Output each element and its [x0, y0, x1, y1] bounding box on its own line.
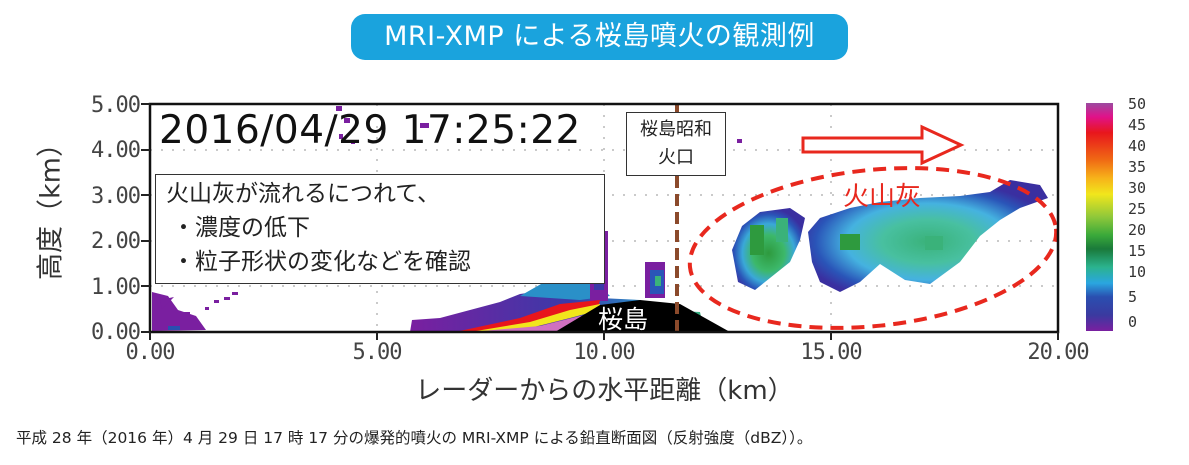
colorbar-tick: 10 — [1128, 263, 1147, 281]
colorbar-tick: 0 — [1128, 313, 1138, 331]
y-tick-3: 3.00 — [91, 184, 141, 209]
crater-label-line2: 火口 — [658, 147, 694, 168]
x-axis-label: レーダーからの水平距離（km） — [415, 376, 794, 406]
colorbar-tick: 15 — [1128, 242, 1147, 260]
colorbar-tick: 40 — [1128, 137, 1147, 155]
y-tick-4: 4.00 — [91, 138, 141, 163]
drift-arrow-icon — [801, 124, 965, 166]
figure-title: MRI-XMP による桜島噴火の観測例 — [351, 14, 848, 60]
near-radar-echo — [152, 292, 238, 331]
timestamp-label: 2016/04/29 17:25:22 — [159, 108, 581, 153]
crater-label-line1: 桜島昭和 — [640, 119, 712, 140]
scattered-echoes — [336, 106, 742, 144]
colorbar-tick: 45 — [1128, 116, 1147, 134]
crater-label-box: 桜島昭和 火口 — [626, 112, 726, 176]
colorbar — [1086, 103, 1113, 331]
ash-label: 火山灰 — [843, 182, 922, 212]
ash-cloud-east — [808, 180, 1048, 292]
y-tick-5: 5.00 — [91, 93, 141, 118]
observation-note: 火山灰が流れるにつれて、 ・濃度の低下 ・粒子形状の変化などを確認 — [155, 174, 605, 284]
x-tick-20: 20.00 — [1027, 340, 1089, 365]
colorbar-tick: 25 — [1128, 200, 1147, 218]
y-tick-1: 1.00 — [91, 275, 141, 300]
x-tick-10: 10.00 — [573, 340, 635, 365]
colorbar-tick: 35 — [1128, 158, 1147, 176]
note-line: ・粒子形状の変化などを確認 — [172, 249, 471, 275]
note-line: 火山灰が流れるにつれて、 — [166, 181, 441, 207]
x-tick-15: 15.00 — [800, 340, 862, 365]
colorbar-tick: 20 — [1128, 221, 1147, 239]
sakurajima-terrain — [555, 300, 730, 332]
x-tick-0: 0.00 — [125, 340, 176, 365]
ash-cloud-west — [732, 208, 805, 290]
y-tick-2: 2.00 — [91, 229, 141, 254]
volcano-label: 桜島 — [598, 305, 649, 334]
y-tick-0: 0.00 — [91, 320, 141, 345]
ash-outline-ellipse — [687, 166, 1059, 330]
figure-caption: 平成 28 年（2016 年）4 月 29 日 17 時 17 分の爆発的噴火の… — [16, 429, 813, 447]
x-tick-5: 5.00 — [352, 340, 403, 365]
colorbar-tick: 5 — [1128, 288, 1138, 306]
colorbar-tick: 50 — [1128, 95, 1147, 113]
note-line: ・濃度の低下 — [172, 215, 310, 241]
colorbar-tick: 30 — [1128, 179, 1147, 197]
